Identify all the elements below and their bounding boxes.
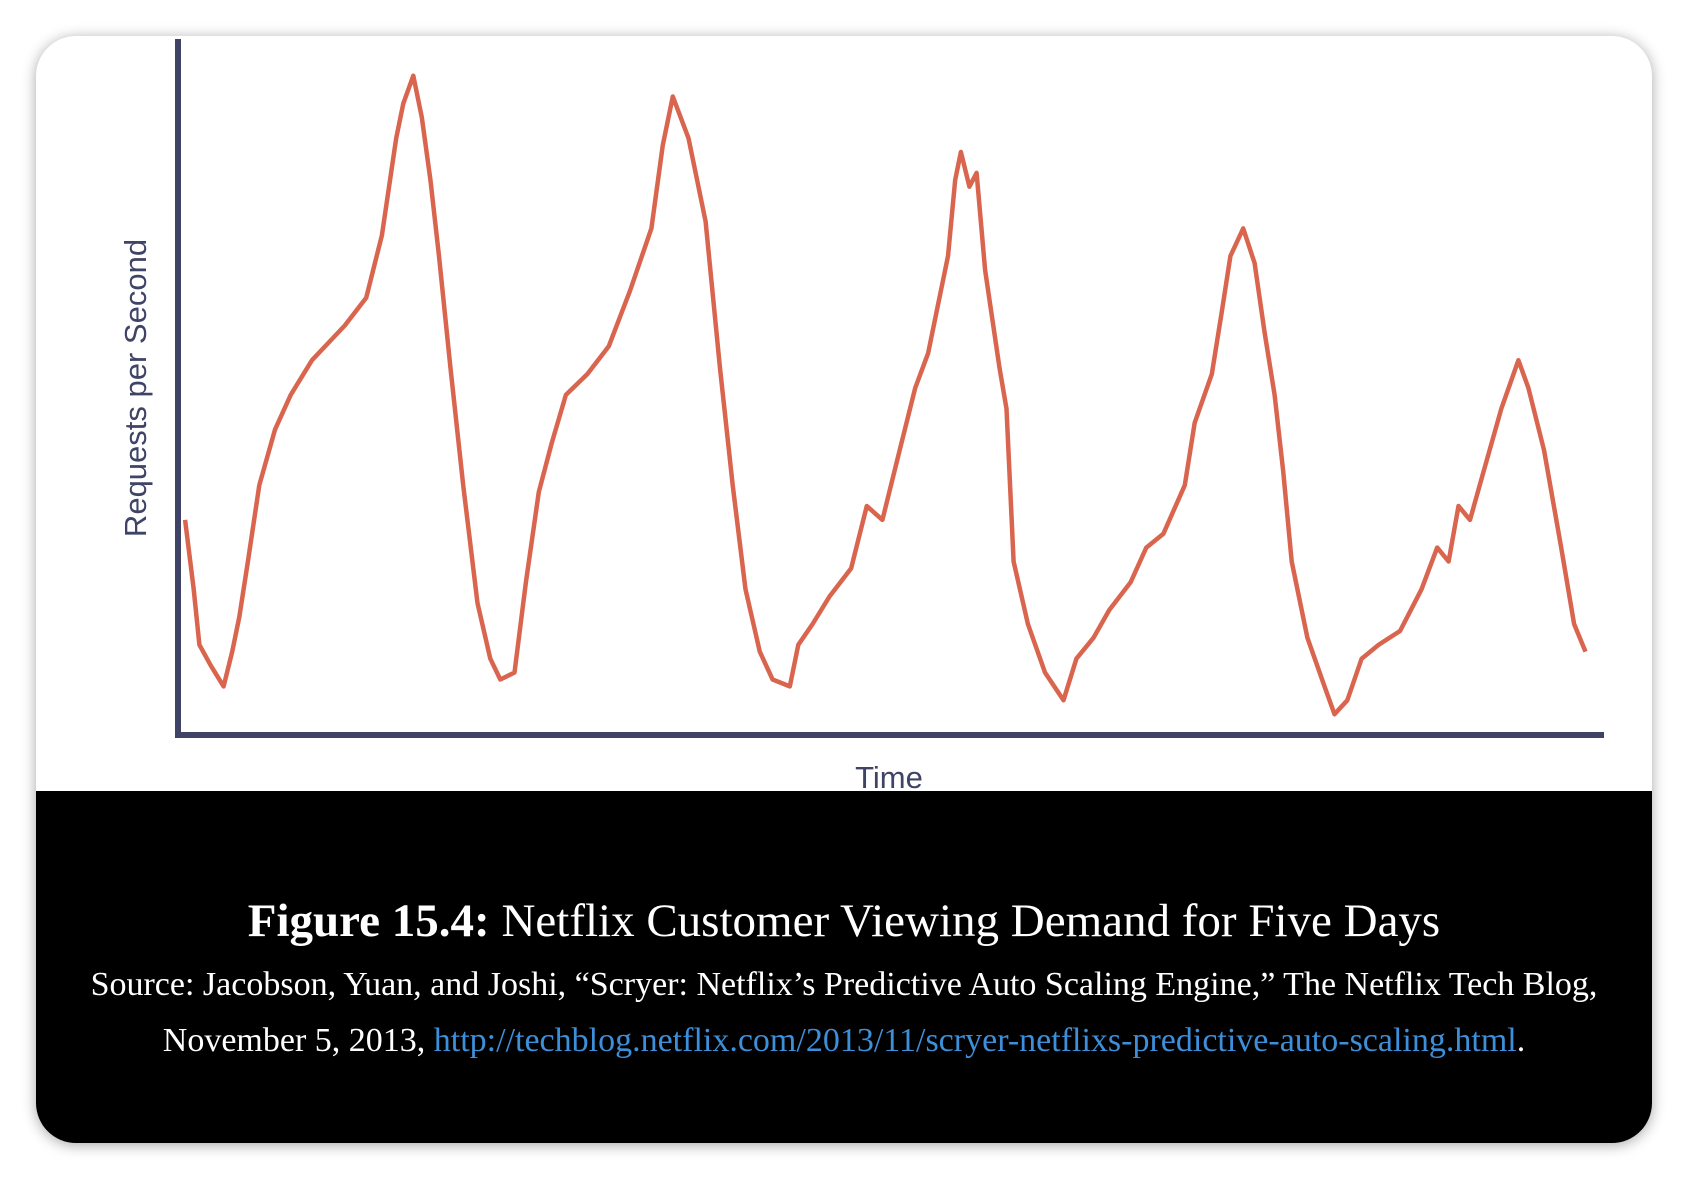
demand-line	[182, 73, 1588, 717]
figure-title: Netflix Customer Viewing Demand for Five…	[501, 895, 1441, 947]
caption: Figure 15.4: Netflix Customer Viewing De…	[36, 791, 1652, 1143]
figure-card: Time Requests per Second Figure 15.4: Ne…	[36, 36, 1652, 1143]
y-axis-label: Requests per Second	[118, 239, 153, 537]
source-text: Source: Jacobson, Yuan, and Joshi, “Scry…	[90, 966, 1598, 1059]
caption-source: Source: Jacobson, Yuan, and Joshi, “Scry…	[66, 957, 1622, 1069]
caption-title-line: Figure 15.4: Netflix Customer Viewing De…	[66, 891, 1622, 951]
source-link[interactable]: http://techblog.netflix.com/2013/11/scry…	[433, 1022, 1517, 1059]
x-axis-label: Time	[855, 760, 923, 791]
figure-label: Figure 15.4:	[247, 895, 490, 947]
source-end: .	[1516, 1022, 1526, 1059]
chart: Time Requests per Second	[118, 39, 1604, 791]
